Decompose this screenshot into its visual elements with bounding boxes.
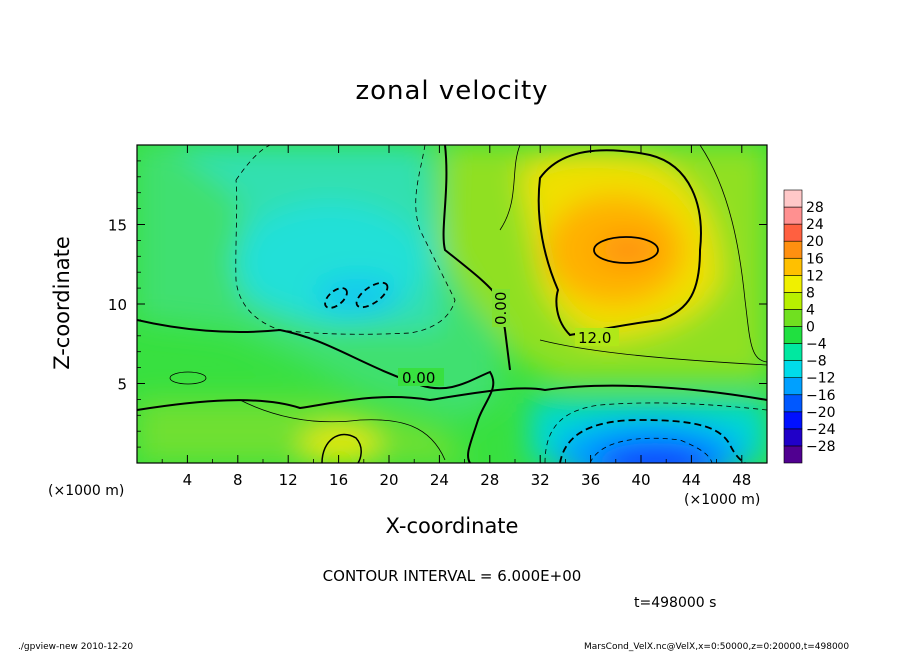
colorbar-label: −8: [806, 354, 827, 370]
colorbar-label: 0: [806, 320, 815, 336]
colorbar-label: 12: [806, 268, 824, 284]
colorbar-segment: [783, 411, 803, 430]
colorbar-label: −24: [806, 422, 836, 438]
colorbar-label: 24: [806, 217, 824, 233]
colorbar-segment: [783, 206, 803, 225]
x-axis-ticks: 4 8 12 16 20 24 28 32 36 40 44 48: [161, 145, 751, 489]
x-tick-label: 8: [233, 471, 243, 489]
y-tick-label: 15: [108, 217, 127, 235]
contour-label-3: 12.0: [578, 329, 611, 347]
colorbar-segment: [783, 360, 803, 378]
x-tick-label: 28: [480, 471, 499, 489]
colorbar-segment: [783, 275, 803, 293]
contour-six-d: [239, 399, 446, 461]
colorbar-segment: [783, 309, 803, 327]
contour-neg-twelve-b: [355, 281, 389, 309]
contour-six-b: [699, 145, 767, 363]
contour-label-2: 0.00: [492, 292, 510, 325]
colorbar-segment: [783, 377, 803, 396]
x-axis-label: X-coordinate: [385, 514, 519, 538]
x-unit-left: (×1000 m): [48, 483, 125, 499]
contour-six-a: [499, 145, 521, 231]
x-tick-label: 16: [329, 471, 348, 489]
y-tick-label: 5: [117, 376, 127, 394]
contour-label-1: 0.00: [402, 369, 435, 387]
contour-label-bg-1: [398, 368, 444, 386]
x-tick-label: 24: [430, 471, 449, 489]
contour-six-c: [539, 339, 767, 366]
colorbar-label: 8: [806, 285, 815, 301]
x-tick-label: 48: [732, 471, 751, 489]
field-region-hottest: [598, 236, 658, 264]
colorbar-segment: [783, 257, 803, 276]
colorbar-segment: [783, 189, 803, 208]
contour-neg-eighteen-surface: [589, 437, 713, 463]
x-tick-label: 20: [379, 471, 398, 489]
field-region-surface-coldest: [595, 443, 715, 463]
contour-eighteen: [593, 236, 659, 264]
colorbar-label: −4: [806, 337, 827, 353]
x-tick-label: 44: [682, 471, 701, 489]
contour-neg-twelve-a: [324, 287, 348, 309]
colorbar-segment: [783, 240, 803, 259]
contour-label-bg-2: [492, 289, 510, 327]
colorbar-label: −20: [806, 405, 836, 421]
contour-lines: [137, 145, 767, 463]
contour-interval: CONTOUR INTERVAL = 6.000E+00: [322, 567, 582, 585]
y-axis-ticks: 5 10 15: [108, 160, 767, 448]
x-tick-label: 12: [279, 471, 298, 489]
contour-twelve-surface: [321, 433, 362, 463]
colorbar-label: 4: [806, 302, 815, 318]
colorbar-segment: [783, 292, 803, 310]
contour-label-group-2: 0.00: [492, 289, 510, 327]
footer-right: MarsCond_VelX.nc@VelX,x=0:50000,z=0:2000…: [584, 642, 850, 652]
contour-label-bg-3: [575, 328, 619, 346]
contour-neg-twelve-surface: [559, 419, 746, 463]
x-tick-label: 40: [631, 471, 650, 489]
colorbar-segment: [783, 445, 803, 464]
x-unit-right: (×1000 m): [684, 492, 761, 508]
colorbar-segment: [783, 394, 803, 413]
contour-twelve: [537, 149, 702, 337]
colorbar-label: 16: [806, 251, 824, 267]
colorbar-label: 28: [806, 200, 824, 216]
colorbar-segment: [783, 428, 803, 447]
colorbar-segment: [783, 343, 803, 361]
chart-title: zonal velocity: [355, 76, 549, 106]
colorbar-segment: [783, 326, 803, 344]
contour-neg-six: [235, 145, 456, 335]
x-tick-label: 4: [183, 471, 193, 489]
colorbar-segment: [783, 223, 803, 242]
field-region-surface-hot: [300, 427, 380, 463]
field-region-coldest: [316, 278, 400, 314]
contour-neg-six-surface: [544, 402, 767, 463]
x-tick-label: 32: [531, 471, 550, 489]
contour-six-e: [169, 371, 207, 385]
colorbar-label: −28: [806, 439, 836, 455]
contour-zero-lower: [137, 384, 767, 411]
colorbar-label: −12: [806, 371, 836, 387]
field-region-surface-warm: [137, 400, 470, 463]
colorbar-label: 20: [806, 234, 824, 250]
field-area: 0.00 0.00 12.0: [137, 145, 767, 463]
footer-left: ./gpview-new 2010-12-20: [18, 642, 134, 652]
colorbar-label: −16: [806, 388, 836, 404]
y-tick-label: 10: [108, 296, 127, 314]
x-tick-label: 36: [581, 471, 600, 489]
time-label: t=498000 s: [634, 595, 717, 611]
